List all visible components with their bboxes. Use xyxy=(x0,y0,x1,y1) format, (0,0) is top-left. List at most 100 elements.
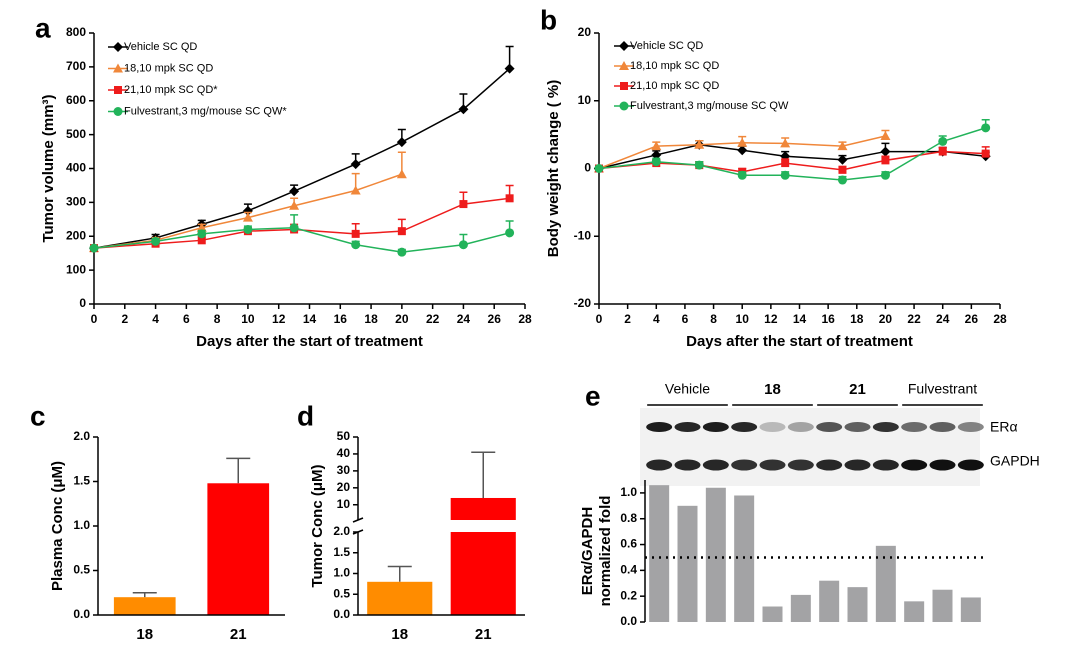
legend-label: Vehicle SC QD xyxy=(124,41,197,53)
x-tick-label: 20 xyxy=(395,312,409,326)
x-tick-label: 2 xyxy=(121,312,128,326)
y-tick-label: 0.5 xyxy=(333,586,350,600)
marker xyxy=(351,240,361,250)
x-tick-label: 28 xyxy=(518,312,532,326)
marker xyxy=(505,194,514,203)
y-axis-label: Plasma Conc (μM) xyxy=(49,461,66,591)
y-axis-label: Tumor Conc (μM) xyxy=(309,464,326,587)
marker xyxy=(459,200,468,209)
marker xyxy=(737,145,748,156)
legend-label: Fulvestrant,3 mg/mouse SC QW* xyxy=(124,105,287,117)
marker xyxy=(737,137,748,147)
y-tick-label: 40 xyxy=(337,446,351,460)
axis-break xyxy=(352,517,364,523)
marker xyxy=(981,123,991,133)
x-tick-label: 20 xyxy=(879,312,893,326)
x-tick-label: 22 xyxy=(907,312,921,326)
marker xyxy=(289,186,300,197)
marker xyxy=(837,141,848,151)
blot-band xyxy=(787,459,814,471)
band-label: ERα xyxy=(990,419,1018,435)
blot-band xyxy=(816,422,843,432)
bar xyxy=(847,587,868,622)
panel-letter: d xyxy=(297,400,314,431)
marker xyxy=(351,229,360,238)
legend-marker xyxy=(620,82,628,90)
x-tick-label: 22 xyxy=(426,312,440,326)
legend-marker xyxy=(113,42,123,52)
marker xyxy=(694,160,704,170)
y-tick-label: 30 xyxy=(337,463,351,477)
legend-marker xyxy=(619,101,629,111)
blot-band xyxy=(957,459,984,471)
x-tick-label: 26 xyxy=(965,312,979,326)
marker xyxy=(594,164,604,173)
bar xyxy=(790,594,811,622)
marker xyxy=(837,175,847,185)
blot-band xyxy=(816,459,843,471)
bar xyxy=(367,581,433,615)
marker xyxy=(397,247,407,257)
y-axis-label: Body weight change ( %) xyxy=(545,80,562,258)
bar xyxy=(932,589,953,622)
blot-band xyxy=(901,459,928,471)
x-tick-label: 18 xyxy=(850,312,864,326)
marker xyxy=(838,165,847,174)
y-tick-label: 50 xyxy=(337,429,351,443)
marker xyxy=(289,200,300,210)
y-tick-label: 2.0 xyxy=(333,524,350,538)
y-tick-label: 300 xyxy=(66,195,86,209)
x-tick-label: 16 xyxy=(334,312,348,326)
marker xyxy=(397,227,406,236)
error-bar xyxy=(226,457,251,484)
marker xyxy=(880,146,891,157)
group-label: 18 xyxy=(764,381,781,398)
blot-band xyxy=(731,459,758,471)
x-tick-label: 16 xyxy=(821,312,835,326)
group-label: 21 xyxy=(849,381,866,398)
marker xyxy=(458,240,468,250)
blot-band xyxy=(702,459,729,471)
bar xyxy=(113,597,176,615)
marker xyxy=(651,157,661,167)
blot-band xyxy=(844,422,871,432)
blot-band xyxy=(957,422,984,432)
y-tick-label: 20 xyxy=(337,480,351,494)
x-tick-label: 2 xyxy=(624,312,631,326)
marker xyxy=(780,170,790,180)
y-tick-label: -20 xyxy=(574,296,592,310)
blot-band xyxy=(674,422,701,432)
y-tick-label: 200 xyxy=(66,228,86,242)
bar-upper xyxy=(450,497,516,520)
y-tick-label: 0.2 xyxy=(620,588,637,602)
y-tick-label: 0.0 xyxy=(333,607,350,621)
blot-band xyxy=(787,422,814,432)
axis-break xyxy=(352,529,364,535)
y-tick-label: 500 xyxy=(66,127,86,141)
marker xyxy=(981,149,990,158)
y-tick-label: 600 xyxy=(66,93,86,107)
x-tick-label: 6 xyxy=(682,312,689,326)
x-tick-label: 0 xyxy=(91,312,98,326)
marker xyxy=(651,141,662,151)
x-tick-label: 21 xyxy=(230,626,247,643)
blot-band xyxy=(929,422,956,432)
y-tick-label: 100 xyxy=(66,262,86,276)
x-tick-label: 18 xyxy=(391,626,408,643)
marker xyxy=(780,138,791,148)
bar xyxy=(649,485,670,622)
legend-marker xyxy=(113,63,123,73)
y-tick-label: 0.0 xyxy=(620,614,637,628)
bar xyxy=(875,545,896,622)
legend-label: 21,10 mpk SC QD* xyxy=(124,84,218,96)
y-tick-label: 0 xyxy=(79,296,86,310)
blot-band xyxy=(674,459,701,471)
blot-background xyxy=(640,408,980,486)
blot-band xyxy=(702,422,729,432)
marker xyxy=(396,137,407,148)
band-label: GAPDH xyxy=(990,453,1040,469)
bar xyxy=(705,487,726,622)
bar xyxy=(819,580,840,622)
legend-label: 21,10 mpk SC QD xyxy=(630,80,719,92)
marker xyxy=(197,229,207,239)
